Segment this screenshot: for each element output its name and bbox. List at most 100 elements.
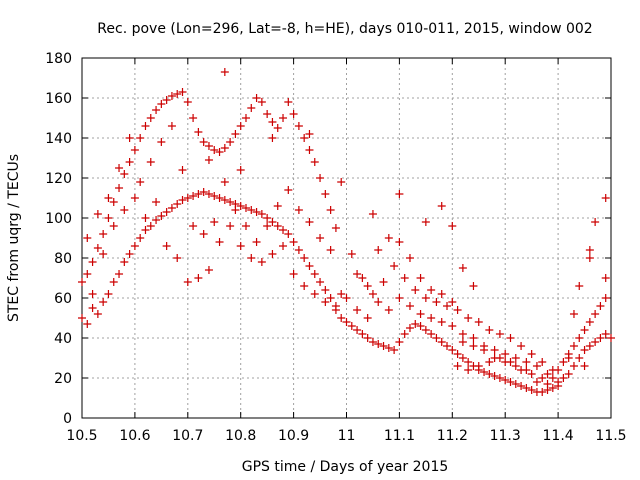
data-point — [585, 246, 594, 254]
data-point — [443, 342, 452, 350]
data-point — [569, 342, 578, 350]
data-point — [157, 212, 166, 220]
data-point — [342, 318, 351, 326]
data-point — [93, 310, 102, 318]
data-point — [215, 148, 224, 156]
data-point — [453, 362, 462, 370]
data-point — [495, 374, 504, 382]
data-point — [501, 358, 510, 366]
data-point — [115, 164, 124, 172]
data-point — [220, 196, 229, 204]
data-point — [453, 350, 462, 358]
data-point — [236, 122, 245, 130]
data-point — [427, 330, 436, 338]
data-point — [236, 166, 245, 174]
x-tick-label: 10.8 — [225, 428, 256, 444]
data-point — [178, 196, 187, 204]
data-point — [204, 190, 213, 198]
data-point — [305, 130, 314, 138]
plot-frame — [81, 57, 612, 419]
data-point — [501, 350, 510, 358]
data-point — [83, 234, 92, 242]
data-point — [395, 238, 404, 246]
data-point — [564, 354, 573, 362]
data-point — [421, 218, 430, 226]
data-point — [464, 314, 473, 322]
data-point — [78, 314, 86, 322]
data-point — [316, 234, 325, 242]
data-point — [458, 264, 467, 272]
data-point — [374, 298, 383, 306]
data-point — [517, 342, 526, 350]
data-point — [596, 302, 605, 310]
data-point — [337, 290, 346, 298]
data-point — [83, 320, 92, 328]
data-point — [321, 286, 330, 294]
data-point — [162, 208, 171, 216]
data-point — [284, 230, 293, 238]
data-point — [395, 190, 404, 198]
y-tick-label: 20 — [54, 371, 72, 387]
data-point — [321, 190, 330, 198]
data-point — [548, 374, 557, 382]
x-tick-label: 11.2 — [437, 428, 468, 444]
data-point — [173, 254, 182, 262]
data-point — [273, 222, 282, 230]
x-tick-label: 11 — [338, 428, 356, 444]
data-point — [591, 218, 600, 226]
data-point — [591, 310, 600, 318]
data-point — [506, 334, 515, 342]
data-point — [501, 376, 510, 384]
y-tick-label: 80 — [54, 251, 72, 267]
data-point — [559, 374, 568, 382]
data-point — [152, 198, 161, 206]
data-point — [215, 238, 224, 246]
data-point — [247, 254, 256, 262]
data-point — [559, 358, 568, 366]
data-point — [522, 358, 531, 366]
data-point — [474, 318, 483, 326]
data-point — [591, 338, 600, 346]
data-point — [130, 146, 139, 154]
x-tick-labels: 10.5 10.6 10.7 10.8 10.9 11 11.1 11.2 11.3 11.4 11… — [66, 428, 626, 444]
data-point — [316, 174, 325, 182]
data-point — [289, 270, 298, 278]
data-point — [120, 258, 129, 266]
data-point — [252, 94, 261, 102]
data-point — [279, 114, 288, 122]
data-point — [480, 368, 489, 376]
data-point — [517, 382, 526, 390]
data-point — [231, 206, 240, 214]
data-point — [464, 358, 473, 366]
data-point — [416, 310, 425, 318]
data-point — [88, 258, 97, 266]
data-point — [485, 358, 494, 366]
data-point — [495, 330, 504, 338]
data-point — [337, 178, 346, 186]
data-point — [189, 114, 198, 122]
data-point — [204, 266, 213, 274]
data-point — [157, 100, 166, 108]
data-point — [390, 262, 399, 270]
data-point — [443, 302, 452, 310]
data-point — [130, 194, 139, 202]
data-point — [104, 214, 113, 222]
x-axis-label: GPS time / Days of year 2015 — [242, 459, 449, 475]
data-point — [183, 98, 192, 106]
data-point — [448, 298, 457, 306]
data-point — [289, 110, 298, 118]
data-point — [194, 274, 203, 282]
data-point — [236, 242, 245, 250]
data-point — [125, 134, 134, 142]
data-point — [189, 222, 198, 230]
data-point — [379, 342, 388, 350]
data-point — [257, 98, 266, 106]
data-point — [554, 378, 563, 386]
data-point — [368, 210, 377, 218]
data-point — [601, 294, 610, 302]
data-point — [231, 130, 240, 138]
data-point — [469, 342, 478, 350]
data-point — [141, 214, 150, 222]
data-point — [511, 354, 520, 362]
data-point — [585, 318, 594, 326]
